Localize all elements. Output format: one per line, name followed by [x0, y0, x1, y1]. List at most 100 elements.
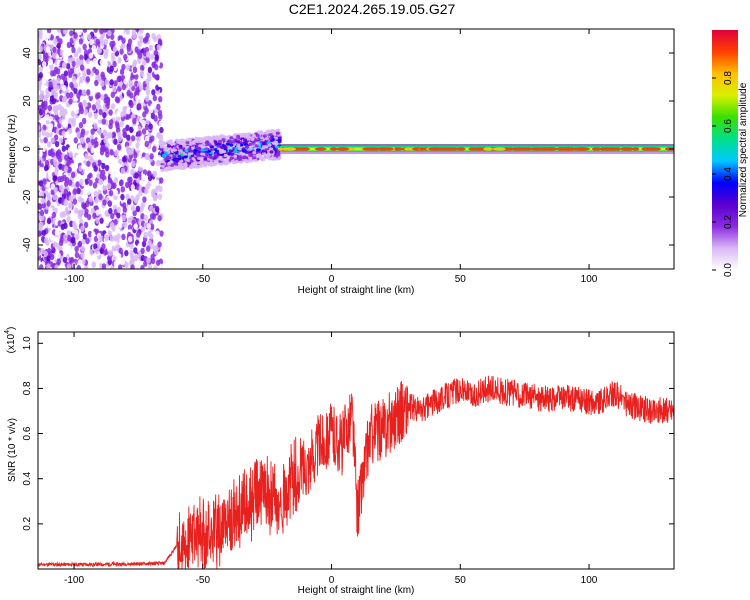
spectrogram-cell: [88, 195, 94, 203]
spectrogram-cell: [76, 92, 81, 99]
snr-series-line: [37, 375, 675, 570]
spectrogram-cell: [102, 106, 108, 114]
spectrogram-cell: [68, 98, 73, 105]
spectrogram-cell: [219, 148, 224, 152]
spectrogram-cell: [64, 246, 69, 253]
spectrogram-cell: [157, 154, 162, 162]
spectrogram-cell: [145, 51, 151, 58]
spectrogram-cell: [160, 164, 165, 168]
spectrogram-cell: [114, 149, 119, 157]
spectrogram-cell: [38, 53, 42, 61]
spectrogram-cell: [143, 260, 148, 267]
spectrogram-cell: [132, 117, 137, 125]
spectrogram-cell: [88, 52, 94, 59]
spectrogram-cell: [115, 162, 120, 169]
spectrogram-cell: [79, 54, 84, 61]
spectrogram-cell: [64, 154, 69, 161]
spectrogram-cell: [216, 144, 221, 148]
spectrogram-cell: [85, 237, 90, 245]
spectrogram-cell: [101, 145, 106, 153]
spectrogram-cell: [138, 189, 143, 197]
spectrogram-cell: [93, 165, 98, 172]
spectrogram-cell: [142, 196, 147, 203]
spectrogram-cell: [83, 221, 89, 229]
spectrogram-cell: [579, 147, 587, 151]
spectrogram-cell: [147, 264, 153, 269]
spectrogram-cell: [54, 140, 60, 148]
spectrogram-cell: [38, 45, 44, 53]
spectrogram-cell: [46, 32, 51, 40]
spectrogram-cell: [184, 149, 189, 153]
spectrogram-cell: [48, 81, 53, 88]
spectrogram-cell: [121, 214, 127, 222]
spectrogram-cell: [94, 79, 99, 87]
spectrogram-cell: [228, 140, 233, 144]
spectrogram-cell: [236, 134, 241, 139]
spectrogram-cell: [52, 193, 57, 201]
spectrogram-cell: [57, 176, 62, 183]
spectrogram-cell: [43, 136, 48, 144]
spectrogram-cell: [277, 147, 283, 151]
spectrogram-cell: [624, 147, 634, 151]
spectrogram-cell: [46, 263, 51, 269]
spectrogram-cell: [108, 250, 113, 257]
spectrogram-cell: [113, 260, 119, 268]
spectrogram-cell: [74, 108, 79, 115]
spectrogram-cell: [77, 241, 82, 248]
spectrogram-cell: [62, 62, 67, 69]
spectrogram-cell: [185, 140, 190, 145]
spectrogram-cell: [203, 136, 208, 140]
spectrogram-cell: [177, 161, 182, 165]
spectrogram-cell: [38, 203, 42, 210]
spectrogram-cell: [38, 58, 42, 66]
spectrogram-cell: [101, 162, 106, 170]
spectrogram-cell: [100, 94, 105, 101]
spectrogram-cell: [219, 146, 224, 150]
spectrogram-cell: [120, 42, 126, 50]
spectrogram-cell: [41, 229, 47, 237]
spectrogram-cell: [126, 45, 131, 52]
spectrogram-cell: [90, 128, 95, 135]
spectrogram-cell: [504, 147, 515, 151]
spectrogram-cell: [264, 145, 269, 149]
spectrogram-cell: [83, 53, 89, 61]
spectrogram-cell: [140, 64, 145, 72]
spectrogram-cell: [78, 102, 83, 109]
spectrogram-cell: [117, 57, 122, 64]
spectrogram-cell: [74, 251, 80, 259]
spectrogram-y-tick-label: -40: [22, 237, 33, 252]
spectrogram-cell: [145, 95, 150, 102]
spectrogram-cell: [492, 147, 506, 151]
spectrogram-cell: [135, 177, 141, 184]
spectrogram-cell: [329, 147, 338, 151]
spectrogram-cell: [159, 126, 164, 134]
spectrogram-cell: [144, 123, 150, 131]
spectrogram-cell: [135, 205, 141, 213]
spectrogram-cell: [107, 30, 112, 37]
spectrogram-cell: [289, 147, 294, 151]
spectrogram-cell: [47, 195, 52, 202]
spectrogram-cell: [67, 179, 73, 186]
spectrogram-x-ticks: -100 -50 0 50 100: [64, 29, 598, 285]
spectrogram-cell: [122, 221, 128, 228]
spectrogram-cell: [145, 78, 150, 85]
spectrogram-cell: [159, 230, 164, 237]
spectrogram-cell: [44, 237, 49, 244]
spectrogram-cell: [137, 52, 143, 59]
spectrogram-cell: [116, 253, 122, 260]
spectrogram-cell: [161, 154, 166, 158]
spectrogram-cell: [224, 160, 229, 164]
snr-y-tick-label: 0.4: [22, 471, 33, 485]
snr-y-tick-label: 0.8: [22, 381, 33, 395]
spectrogram-cell: [264, 136, 269, 141]
spectrogram-cell: [123, 53, 128, 61]
spectrogram-cell: [256, 148, 261, 152]
spectrogram-cell: [137, 130, 142, 137]
spectrogram-cell: [53, 134, 59, 141]
spectrogram-cell: [86, 213, 92, 221]
spectrogram-cell: [71, 120, 76, 127]
spectrogram-cell: [66, 230, 72, 237]
spectrogram-cell: [144, 162, 149, 170]
spectrogram-cell: [47, 149, 53, 157]
spectrogram-cell: [229, 143, 234, 147]
